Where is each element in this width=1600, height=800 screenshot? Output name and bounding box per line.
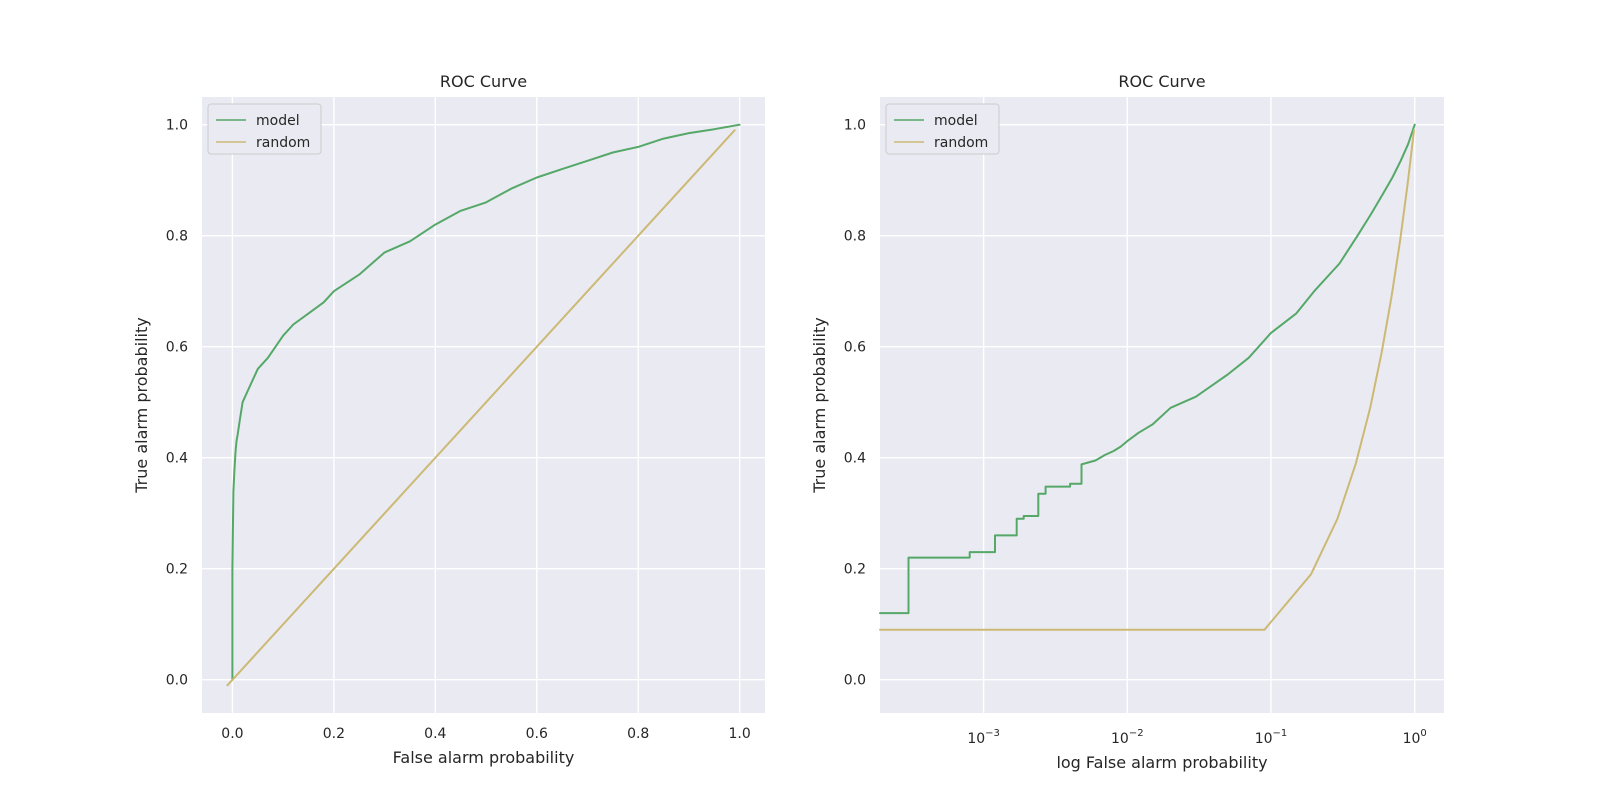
right-y-tick-label: 0.4 xyxy=(844,451,866,467)
left-y-tick-label: 0.6 xyxy=(166,340,188,356)
left-legend: model random xyxy=(207,103,322,155)
left-x-tick-label: 0.4 xyxy=(424,726,446,742)
right-y-tick-label: 0.8 xyxy=(844,229,866,245)
right-legend: model random xyxy=(885,103,1000,155)
left-y-tick-label: 0.4 xyxy=(166,451,188,467)
left-chart-title: ROC Curve xyxy=(440,72,527,91)
left-y-axis-label: True alarm probability xyxy=(132,317,151,493)
right-x-axis-label: log False alarm probability xyxy=(1056,753,1267,772)
left-x-tick-label: 0.2 xyxy=(323,726,345,742)
left-legend-random-label: random xyxy=(256,135,310,151)
right-legend-random-label: random xyxy=(934,135,988,151)
left-legend-model-label: model xyxy=(256,113,300,129)
right-plot-area xyxy=(880,97,1444,713)
right-ticks: 10−3 10−2 10−1 100 0.0 0.2 0.4 0.6 0.8 1.0 xyxy=(844,118,1427,747)
right-x-tick-label: 10−3 xyxy=(967,728,1000,747)
left-y-tick-label: 0.0 xyxy=(166,673,188,689)
right-y-tick-label: 0.6 xyxy=(844,340,866,356)
right-chart: 10−3 10−2 10−1 100 0.0 0.2 0.4 0.6 0.8 1.0 ROC Cu… xyxy=(810,72,1444,772)
right-series-model xyxy=(879,123,1416,615)
left-x-axis-label: False alarm probability xyxy=(393,748,575,767)
right-x-tick-label: 100 xyxy=(1403,728,1427,747)
left-series-layer xyxy=(226,123,741,687)
right-y-axis-label: True alarm probability xyxy=(810,317,829,493)
right-chart-title: ROC Curve xyxy=(1118,72,1205,91)
left-chart: 0.0 0.2 0.4 0.6 0.8 1.0 0.0 0.2 0.4 0.6 0.8 1.0 ROC… xyxy=(132,72,765,767)
left-y-tick-label: 0.8 xyxy=(166,229,188,245)
right-y-tick-label: 0.2 xyxy=(844,562,866,578)
right-y-tick-label: 0.0 xyxy=(844,673,866,689)
right-x-tick-label: 10−1 xyxy=(1255,728,1288,747)
left-x-tick-label: 0.8 xyxy=(627,726,649,742)
left-x-tick-label: 1.0 xyxy=(729,726,751,742)
right-gridlines xyxy=(880,97,1444,713)
left-series-model xyxy=(231,123,741,681)
right-y-tick-label: 1.0 xyxy=(844,118,866,134)
left-y-tick-label: 0.2 xyxy=(166,562,188,578)
left-x-tick-label: 0.0 xyxy=(221,726,243,742)
left-gridlines xyxy=(202,97,765,713)
right-series-random xyxy=(879,129,1415,631)
right-x-tick-label: 10−2 xyxy=(1111,728,1144,747)
right-legend-model-label: model xyxy=(934,113,978,129)
left-series-random xyxy=(226,129,736,687)
left-x-tick-label: 0.6 xyxy=(526,726,548,742)
left-y-tick-label: 1.0 xyxy=(166,118,188,134)
left-ticks: 0.0 0.2 0.4 0.6 0.8 1.0 0.0 0.2 0.4 0.6 0.8 1.0 xyxy=(166,118,751,742)
right-series-layer xyxy=(879,123,1416,631)
